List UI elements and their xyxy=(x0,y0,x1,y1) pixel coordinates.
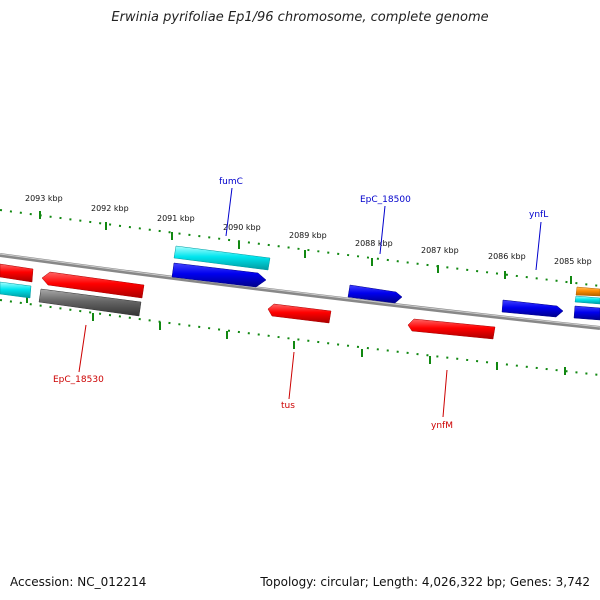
gene-blue-right xyxy=(573,305,600,321)
label-ynfL: ynfL xyxy=(529,210,548,220)
top-labels: fumC EpC_18500 ynfL xyxy=(219,177,548,271)
label-fumC: fumC xyxy=(219,177,243,187)
tick-label-2093: 2093 kbp xyxy=(25,194,63,203)
gene-EpC_18530 xyxy=(38,288,142,317)
topology-text: Topology: circular; Length: 4,026,322 bp… xyxy=(260,575,590,589)
gene-orange-right xyxy=(575,286,600,297)
tick-label-2087: 2087 kbp xyxy=(421,246,459,255)
label-ynfM: ynfM xyxy=(431,421,453,431)
inner-ticks xyxy=(26,295,566,375)
tick-label-2088: 2088 kbp xyxy=(355,239,393,248)
map-title: Erwinia pyrifoliae Ep1/96 chromosome, co… xyxy=(111,10,489,25)
tick-label-2085: 2085 kbp xyxy=(554,257,592,266)
tick-label-2091: 2091 kbp xyxy=(157,214,195,223)
gene-red-left-top xyxy=(0,263,34,283)
bottom-labels: EpC_18530 tus ynfM xyxy=(53,324,453,431)
gene-ynfM xyxy=(407,318,496,340)
forward-genes xyxy=(0,245,600,321)
inner-tick-ring xyxy=(0,299,600,376)
tick-label-2089: 2089 kbp xyxy=(289,231,327,240)
tick-label-2086: 2086 kbp xyxy=(488,252,526,261)
outer-tick-ring xyxy=(0,209,600,287)
label-EpC_18530: EpC_18530 xyxy=(53,375,104,385)
gene-EpC_18500 xyxy=(347,284,403,304)
accession-text: Accession: NC_012214 xyxy=(10,575,147,589)
gene-cyan-forward xyxy=(173,245,271,271)
tick-label-2092: 2092 kbp xyxy=(91,204,129,213)
backbone xyxy=(0,253,600,330)
label-tus: tus xyxy=(281,401,295,411)
label-EpC_18500: EpC_18500 xyxy=(360,195,411,205)
reverse-genes xyxy=(38,271,496,340)
gene-cyan-left xyxy=(0,281,32,299)
gene-tus xyxy=(267,303,332,324)
gene-red-left-mid xyxy=(41,271,145,299)
tick-label-2090: 2090 kbp xyxy=(223,223,261,232)
gene-fumC xyxy=(171,262,267,288)
gene-ynfL xyxy=(501,299,564,318)
outer-ticks: 2093 kbp 2092 kbp 2091 kbp 2090 kbp 2089… xyxy=(25,194,592,284)
gene-cyan-right xyxy=(574,295,600,305)
